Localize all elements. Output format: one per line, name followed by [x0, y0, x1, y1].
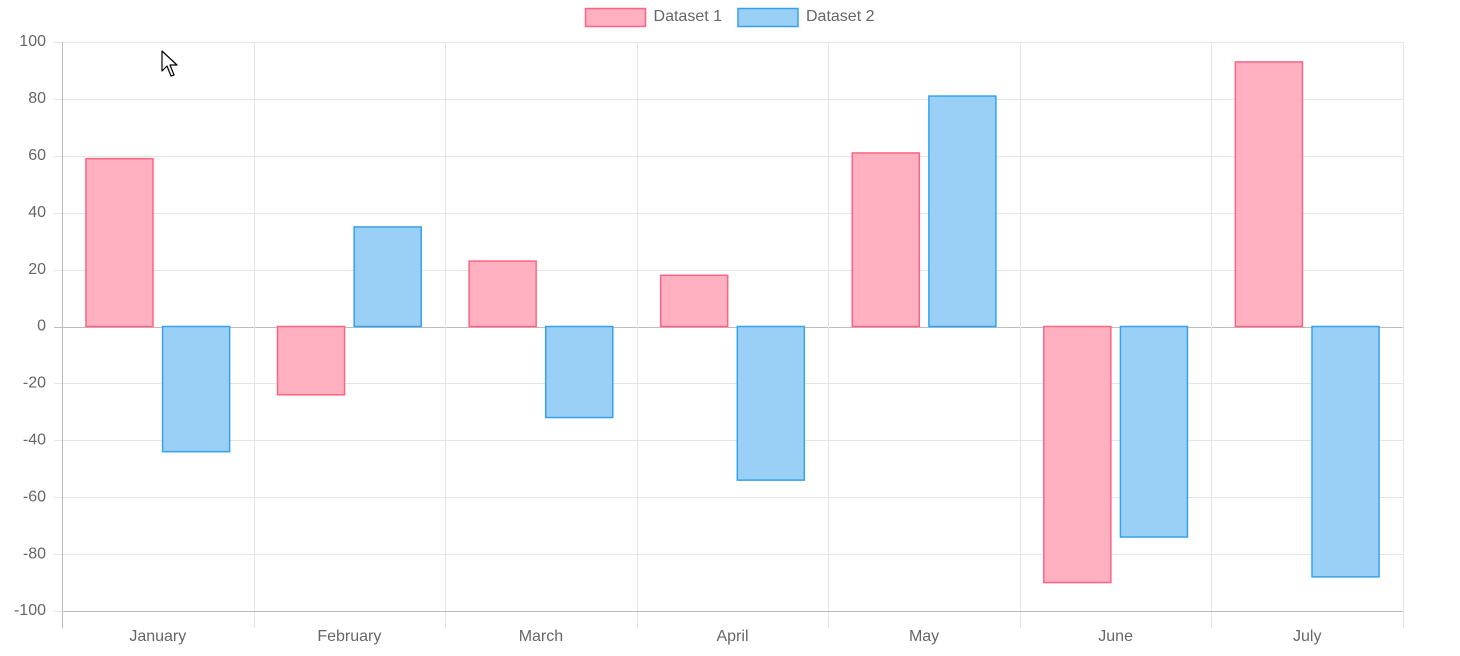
bars [85, 61, 1380, 584]
y-tick-label: -100 [14, 602, 46, 619]
bar-dataset-1-february[interactable] [276, 325, 346, 396]
y-tick-label: -40 [23, 432, 46, 449]
y-tick-label: 60 [28, 147, 46, 164]
bar-dataset-1-june[interactable] [1043, 325, 1112, 584]
y-tick-label: -60 [23, 488, 46, 505]
bar-dataset-1-july[interactable] [1234, 61, 1304, 328]
y-tick-label: 80 [28, 90, 46, 107]
grid-lines [54, 42, 1404, 628]
legend-item-dataset-1[interactable]: Dataset 1 [584, 7, 723, 28]
bar-dataset-2-july[interactable] [1311, 325, 1380, 578]
legend-swatch [584, 7, 647, 28]
y-tick-label: -80 [23, 545, 46, 562]
legend-swatch [737, 7, 799, 28]
legend-label: Dataset 1 [654, 8, 723, 25]
y-tick-label: 100 [19, 33, 46, 50]
bar-dataset-2-march[interactable] [544, 325, 614, 419]
mouse-cursor-icon [161, 50, 178, 77]
legend-label: Dataset 2 [806, 8, 875, 25]
y-tick-label: 0 [37, 318, 46, 335]
bar-dataset-2-june[interactable] [1119, 325, 1189, 538]
x-tick-label: May [909, 628, 939, 645]
x-tick-label: June [1098, 628, 1133, 645]
y-tick-label: 40 [28, 204, 46, 221]
bar-dataset-2-april[interactable] [736, 325, 806, 481]
y-tick-label: -20 [23, 375, 46, 392]
x-tick-label: April [716, 628, 748, 645]
x-tick-label: July [1293, 628, 1321, 645]
x-tick-label: January [129, 628, 186, 645]
legend[interactable]: Dataset 1 Dataset 2 [584, 7, 875, 28]
x-tick-label: March [519, 628, 563, 645]
bar-dataset-1-march[interactable] [468, 260, 537, 328]
y-tick-label: 20 [28, 261, 46, 278]
bar-dataset-1-april[interactable] [659, 274, 729, 328]
legend-item-dataset-2[interactable]: Dataset 2 [737, 7, 875, 28]
x-tick-label: February [317, 628, 381, 645]
bar-dataset-1-may[interactable] [851, 152, 921, 328]
bar-dataset-1-january[interactable] [85, 157, 154, 328]
bar-dataset-2-february[interactable] [353, 226, 422, 328]
bar-dataset-2-may[interactable] [928, 95, 997, 328]
bar-dataset-2-january[interactable] [161, 325, 231, 453]
tick-labels: 100 80 60 40 20 0 -20 -40 -60 -80 -100 January Febru… [14, 33, 1321, 645]
